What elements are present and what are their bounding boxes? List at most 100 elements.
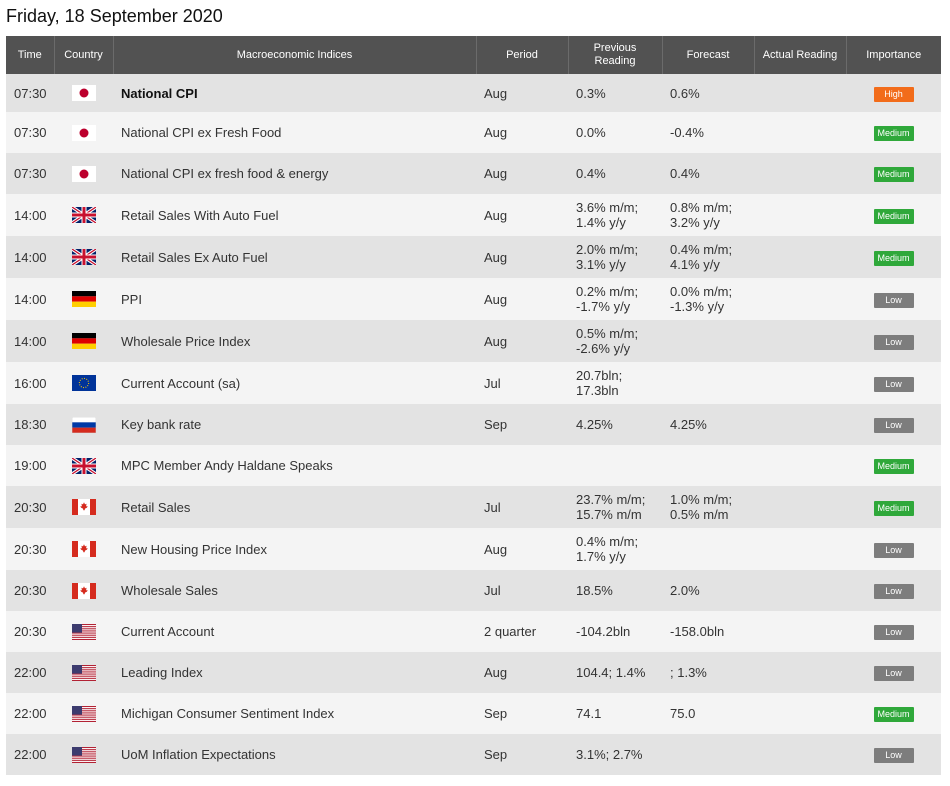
table-row: 22:00 Leading Index Aug 104.4; 1.4% ; 1.3% Lo… xyxy=(6,652,941,693)
event-name-text[interactable]: National CPI ex Fresh Food xyxy=(121,125,282,140)
event-name[interactable]: Wholesale Sales xyxy=(113,570,476,611)
forecast: 0.8% m/m; 3.2% y/y xyxy=(662,194,754,236)
importance-cell: Medium xyxy=(846,445,941,486)
event-name-text[interactable]: Leading Index xyxy=(121,665,203,680)
event-name-text[interactable]: PPI xyxy=(121,291,142,307)
event-name-text[interactable]: National CPI ex fresh food & energy xyxy=(121,166,329,181)
event-name[interactable]: Wholesale Price Index xyxy=(113,320,476,362)
forecast: 75.0 xyxy=(662,693,754,734)
event-name-text[interactable]: Michigan Consumer Sentiment Index xyxy=(121,706,335,721)
event-period: Sep xyxy=(476,404,568,445)
previous-reading: 0.0% xyxy=(568,112,662,153)
event-name[interactable]: Key bank rate xyxy=(113,404,476,445)
previous-reading-line: 4.25% xyxy=(576,417,613,432)
column-header-country[interactable]: Country xyxy=(54,36,114,74)
usa-flag-icon xyxy=(71,705,96,722)
previous-reading: 20.7bln; 17.3bln xyxy=(568,362,662,404)
previous-reading-line: -2.6% y/y xyxy=(576,341,631,356)
event-name-text[interactable]: Retail Sales With Auto Fuel xyxy=(121,207,279,223)
event-name-text[interactable]: Retail Sales xyxy=(121,499,191,515)
country-cell xyxy=(54,734,113,775)
previous-reading-line: 3.1%; 2.7% xyxy=(576,747,643,762)
forecast-line: 1.0% m/m; xyxy=(670,492,733,507)
table-row: 22:00 Michigan Consumer Sentiment Index Se… xyxy=(6,693,941,734)
event-name[interactable]: Retail Sales xyxy=(113,486,476,528)
actual-reading xyxy=(754,693,846,734)
country-cell xyxy=(54,320,113,362)
forecast-line: 4.25% xyxy=(670,417,707,432)
actual-reading xyxy=(754,445,846,486)
japan-flag-icon xyxy=(71,85,96,102)
event-name-text[interactable]: Current Account xyxy=(121,624,215,639)
event-name-text[interactable]: UoM Inflation Expectations xyxy=(121,747,276,762)
column-header-indices[interactable]: Macroeconomic Indices xyxy=(113,36,477,74)
russia-flag-icon xyxy=(71,416,96,433)
column-header-actual[interactable]: Actual Reading xyxy=(754,36,847,74)
event-name[interactable]: Michigan Consumer Sentiment Index xyxy=(113,693,476,734)
event-name[interactable]: UoM Inflation Expectations xyxy=(113,734,476,775)
event-time: 20:30 xyxy=(6,611,54,652)
importance-cell: Low xyxy=(846,278,941,320)
table-row: 22:00 UoM Inflation Expectations Sep 3.1%; … xyxy=(6,734,941,775)
event-name-text[interactable]: Wholesale Price Index xyxy=(121,333,251,349)
event-name-text[interactable]: Wholesale Sales xyxy=(121,583,218,598)
event-name[interactable]: New Housing Price Index xyxy=(113,528,476,570)
importance-cell: Low xyxy=(846,611,941,652)
previous-reading: 3.6% m/m; 1.4% y/y xyxy=(568,194,662,236)
previous-reading-line: 23.7% m/m; xyxy=(576,492,646,507)
actual-reading xyxy=(754,112,846,153)
importance-cell: Medium xyxy=(846,194,941,236)
previous-reading-line: 0.2% m/m; xyxy=(576,284,639,299)
forecast-line: 0.6% xyxy=(670,85,700,101)
event-name-text[interactable]: Retail Sales Ex Auto Fuel xyxy=(121,249,268,265)
importance-badge: Low xyxy=(873,334,914,350)
column-header-previous-line1: Previous xyxy=(593,42,637,54)
event-name-text[interactable]: National CPI xyxy=(121,85,198,101)
event-time: 22:00 xyxy=(6,734,54,775)
event-name[interactable]: Retail Sales With Auto Fuel xyxy=(113,194,476,236)
event-name[interactable]: Retail Sales Ex Auto Fuel xyxy=(113,236,476,278)
event-name-text[interactable]: Current Account (sa) xyxy=(121,375,241,391)
event-name[interactable]: Leading Index xyxy=(113,652,476,693)
previous-reading-line: -1.7% y/y xyxy=(576,299,631,314)
event-name-text[interactable]: Key bank rate xyxy=(121,417,202,432)
event-name[interactable]: National CPI xyxy=(113,74,476,112)
forecast xyxy=(662,362,754,404)
importance-cell: Medium xyxy=(846,693,941,734)
forecast-line: 0.0% m/m; xyxy=(670,284,733,299)
event-period: Aug xyxy=(476,652,568,693)
forecast xyxy=(662,445,754,486)
table-row: 18:30 Key bank rate Sep 4.25% 4.25% Low xyxy=(6,404,941,445)
actual-reading xyxy=(754,278,846,320)
column-header-forecast[interactable]: Forecast xyxy=(662,36,755,74)
previous-reading: 23.7% m/m; 15.7% m/m xyxy=(568,486,662,528)
event-name[interactable]: Current Account xyxy=(113,611,476,652)
event-name[interactable]: National CPI ex Fresh Food xyxy=(113,112,476,153)
actual-reading xyxy=(754,611,846,652)
column-header-time[interactable]: Time xyxy=(6,36,55,74)
previous-reading-line: 18.5% xyxy=(576,583,613,598)
event-period: Aug xyxy=(476,153,568,194)
event-name-text[interactable]: New Housing Price Index xyxy=(121,541,267,557)
uk-flag-icon xyxy=(71,249,96,266)
previous-reading-line: 0.5% m/m; xyxy=(576,326,639,341)
event-name[interactable]: National CPI ex fresh food & energy xyxy=(113,153,476,194)
importance-badge: Medium xyxy=(873,167,914,182)
event-name[interactable]: MPC Member Andy Haldane Speaks xyxy=(113,445,476,486)
event-name[interactable]: Current Account (sa) xyxy=(113,362,476,404)
actual-reading xyxy=(754,528,846,570)
previous-reading-line: -104.2bln xyxy=(576,624,631,639)
forecast-line: 0.4% m/m; xyxy=(670,242,733,257)
importance-badge: Medium xyxy=(873,459,914,474)
column-header-previous[interactable]: Previous Reading xyxy=(568,36,663,74)
usa-flag-icon xyxy=(71,664,96,681)
event-name[interactable]: PPI xyxy=(113,278,476,320)
event-time: 14:00 xyxy=(6,236,54,278)
previous-reading: 0.4% xyxy=(568,153,662,194)
event-time: 20:30 xyxy=(6,570,54,611)
event-name-text[interactable]: MPC Member Andy Haldane Speaks xyxy=(121,458,333,473)
column-header-period[interactable]: Period xyxy=(476,36,569,74)
previous-reading-line: 20.7bln; xyxy=(576,368,623,383)
column-header-importance[interactable]: Importance xyxy=(846,36,941,74)
event-period: Jul xyxy=(476,362,568,404)
